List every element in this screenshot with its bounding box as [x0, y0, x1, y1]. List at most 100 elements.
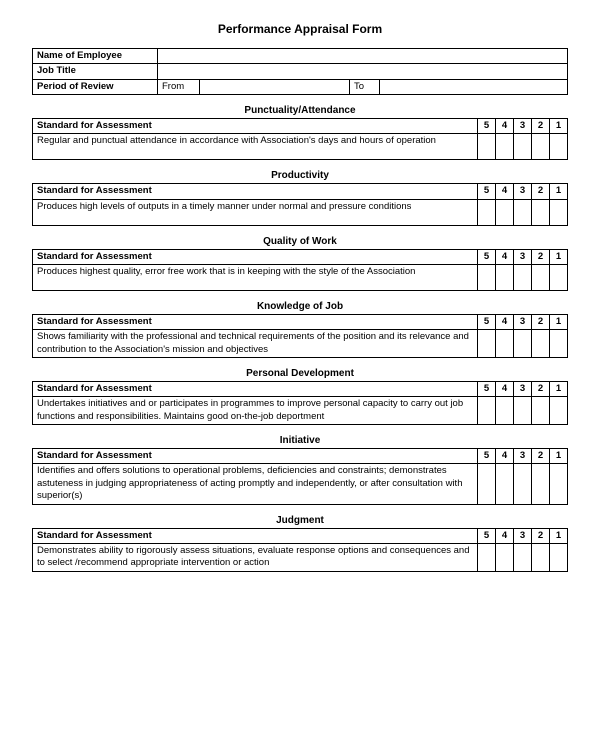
assessment-description: Demonstrates ability to rigorously asses…	[33, 543, 478, 571]
assessment-table: Standard for Assessment54321Produces hig…	[32, 249, 568, 291]
rating-cell[interactable]	[514, 464, 532, 504]
to-label: To	[350, 79, 380, 94]
section-heading: Judgment	[32, 515, 568, 526]
assessment-table: Standard for Assessment54321 Produces hig…	[32, 183, 568, 225]
assessment-description: Produces high levels of outputs in a tim…	[33, 199, 478, 225]
rating-cell[interactable]	[496, 330, 514, 358]
rating-header: 4	[496, 249, 514, 264]
rating-header: 3	[514, 119, 532, 134]
rating-cell[interactable]	[532, 464, 550, 504]
rating-cell[interactable]	[514, 134, 532, 160]
to-field[interactable]	[380, 79, 568, 94]
rating-cell[interactable]	[532, 134, 550, 160]
rating-header: 4	[496, 315, 514, 330]
rating-cell[interactable]	[550, 464, 568, 504]
assessment-description: Shows familiarity with the professional …	[33, 330, 478, 358]
rating-cell[interactable]	[532, 265, 550, 291]
rating-cell[interactable]	[478, 199, 496, 225]
section-heading: Personal Development	[32, 368, 568, 379]
section-heading: Knowledge of Job	[32, 301, 568, 312]
rating-header: 3	[514, 382, 532, 397]
section-heading: Quality of Work	[32, 236, 568, 247]
rating-cell[interactable]	[532, 543, 550, 571]
rating-header: 1	[550, 184, 568, 199]
assessment-table: Standard for Assessment54321Identifies a…	[32, 448, 568, 504]
rating-cell[interactable]	[478, 134, 496, 160]
rating-cell[interactable]	[478, 265, 496, 291]
rating-cell[interactable]	[496, 543, 514, 571]
rating-header: 3	[514, 528, 532, 543]
rating-header: 4	[496, 119, 514, 134]
rating-header: 3	[514, 184, 532, 199]
rating-cell[interactable]	[496, 134, 514, 160]
rating-cell[interactable]	[478, 464, 496, 504]
rating-header: 5	[478, 449, 496, 464]
rating-cell[interactable]	[532, 330, 550, 358]
standard-label: Standard for Assessment	[33, 528, 478, 543]
assessment-table: Standard for Assessment54321Demonstrates…	[32, 528, 568, 572]
rating-cell[interactable]	[478, 543, 496, 571]
rating-header: 1	[550, 528, 568, 543]
assessment-table: Standard for Assessment54321Undertakes i…	[32, 381, 568, 425]
rating-header: 2	[532, 119, 550, 134]
rating-cell[interactable]	[514, 330, 532, 358]
rating-header: 5	[478, 315, 496, 330]
jobtitle-field[interactable]	[158, 64, 568, 79]
rating-header: 2	[532, 315, 550, 330]
rating-header: 5	[478, 119, 496, 134]
name-label: Name of Employee	[33, 49, 158, 64]
rating-cell[interactable]	[550, 265, 568, 291]
rating-header: 5	[478, 184, 496, 199]
rating-header: 3	[514, 249, 532, 264]
rating-header: 2	[532, 184, 550, 199]
section-heading: Punctuality/Attendance	[32, 105, 568, 116]
section-heading: Productivity	[32, 170, 568, 181]
header-table: Name of Employee Job Title Period of Rev…	[32, 48, 568, 95]
rating-cell[interactable]	[514, 397, 532, 425]
rating-cell[interactable]	[550, 397, 568, 425]
assessment-table: Standard for Assessment54321Regular and …	[32, 118, 568, 160]
rating-header: 1	[550, 382, 568, 397]
rating-cell[interactable]	[532, 199, 550, 225]
rating-header: 4	[496, 449, 514, 464]
section-heading: Initiative	[32, 435, 568, 446]
assessment-description: Identifies and offers solutions to opera…	[33, 464, 478, 504]
rating-cell[interactable]	[550, 134, 568, 160]
from-label: From	[158, 79, 200, 94]
rating-header: 3	[514, 315, 532, 330]
standard-label: Standard for Assessment	[33, 184, 478, 199]
rating-cell[interactable]	[478, 397, 496, 425]
standard-label: Standard for Assessment	[33, 382, 478, 397]
rating-cell[interactable]	[514, 265, 532, 291]
rating-header: 2	[532, 449, 550, 464]
rating-cell[interactable]	[550, 199, 568, 225]
jobtitle-label: Job Title	[33, 64, 158, 79]
rating-header: 1	[550, 249, 568, 264]
rating-header: 4	[496, 184, 514, 199]
rating-cell[interactable]	[514, 199, 532, 225]
assessment-description: Regular and punctual attendance in accor…	[33, 134, 478, 160]
rating-header: 4	[496, 382, 514, 397]
rating-header: 5	[478, 382, 496, 397]
rating-cell[interactable]	[532, 397, 550, 425]
standard-label: Standard for Assessment	[33, 249, 478, 264]
form-title: Performance Appraisal Form	[32, 22, 568, 36]
rating-cell[interactable]	[550, 330, 568, 358]
standard-label: Standard for Assessment	[33, 315, 478, 330]
period-label: Period of Review	[33, 79, 158, 94]
from-field[interactable]	[200, 79, 350, 94]
rating-cell[interactable]	[550, 543, 568, 571]
assessment-table: Standard for Assessment54321Shows famili…	[32, 314, 568, 358]
rating-header: 1	[550, 119, 568, 134]
rating-cell[interactable]	[496, 265, 514, 291]
standard-label: Standard for Assessment	[33, 449, 478, 464]
name-field[interactable]	[158, 49, 568, 64]
rating-cell[interactable]	[496, 397, 514, 425]
rating-cell[interactable]	[478, 330, 496, 358]
rating-header: 5	[478, 528, 496, 543]
rating-header: 5	[478, 249, 496, 264]
assessment-description: Produces highest quality, error free wor…	[33, 265, 478, 291]
rating-cell[interactable]	[514, 543, 532, 571]
rating-cell[interactable]	[496, 199, 514, 225]
rating-cell[interactable]	[496, 464, 514, 504]
